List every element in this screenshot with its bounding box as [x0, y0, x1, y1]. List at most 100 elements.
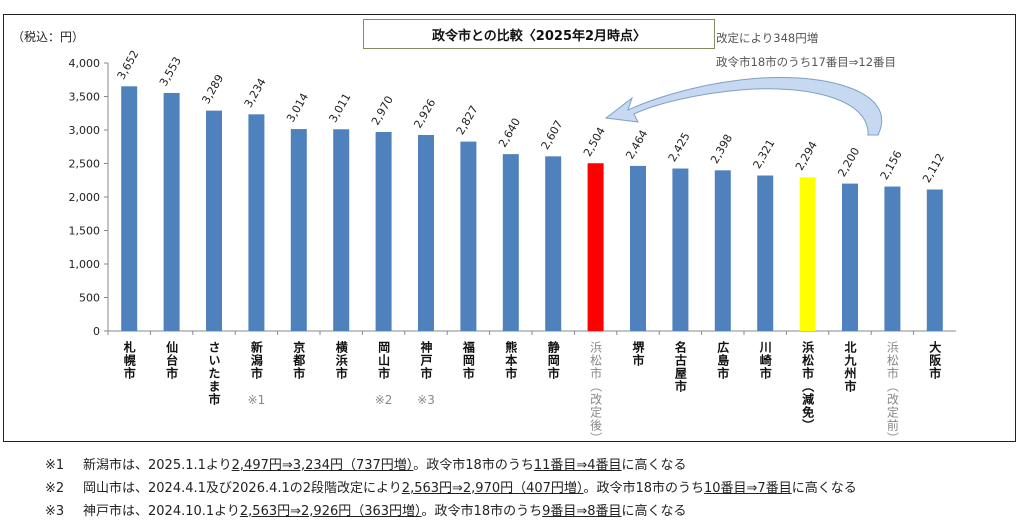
x-category-label: 仙台市: [164, 341, 179, 380]
y-tick-label: 3,000: [69, 124, 101, 137]
footnote-text: に高くなる: [791, 481, 857, 496]
data-label: 3,652: [115, 48, 142, 82]
bar: [418, 134, 434, 331]
bar: [375, 132, 392, 331]
data-label: 2,425: [666, 130, 693, 164]
bar: [714, 170, 731, 331]
footnote-marker: ※2: [374, 393, 393, 407]
x-category-label: さいたま市: [207, 341, 221, 406]
footnote-marker: ※1: [247, 393, 266, 407]
x-category-label: 横浜市: [334, 341, 349, 380]
data-label: 2,504: [581, 125, 608, 159]
footnote-text: に高くなる: [621, 504, 687, 519]
footnote-text: 2,563円⇒2,926円（363円増）: [239, 504, 422, 519]
y-axis-unit-label: （税込：円）: [12, 30, 85, 44]
x-category-label: 大阪市: [927, 341, 942, 380]
data-label: 3,014: [284, 91, 311, 125]
footnote-text: 神戸市は、2024.10.1より: [83, 504, 240, 519]
data-label: 2,970: [369, 94, 396, 128]
footnote-text: 2,497円⇒3,234円（737円増）: [231, 458, 414, 473]
bar: [799, 177, 816, 331]
data-label: 2,464: [623, 128, 650, 162]
data-label: 2,156: [878, 148, 905, 182]
y-tick-label: 1,000: [69, 258, 101, 271]
x-category-label: 岡山市: [376, 341, 391, 380]
y-tick-label: 3,500: [69, 91, 101, 104]
footnote: ※1 新潟市は、2025.1.1より2,497円⇒3,234円（737円増）。政令…: [45, 454, 687, 473]
footnote-text: 新潟市は、2025.1.1より: [83, 458, 232, 473]
footnote: ※2 岡山市は、2024.4.1及び2026.4.1の2段階改定により2,563円…: [45, 477, 857, 496]
x-category-label: 浜松市（改定前）: [885, 341, 900, 445]
bar: [121, 86, 138, 331]
footnote-text: 。政令市18市のうち: [421, 504, 543, 519]
data-label: 2,640: [496, 116, 523, 150]
bar: [630, 165, 646, 331]
bar: [502, 154, 519, 331]
bar: [290, 129, 307, 331]
footnote-text: 。政令市18市のうち: [583, 481, 704, 496]
data-label: 2,200: [835, 145, 862, 179]
y-tick-label: 2,000: [69, 191, 101, 204]
y-tick-label: 4,000: [69, 57, 101, 70]
x-category-label: 名古屋市: [673, 341, 688, 393]
bar: [672, 168, 689, 331]
data-label: 2,321: [751, 137, 778, 171]
bar: [206, 110, 222, 332]
annotation-rank: 政令市18市のうち17番目⇒12番目: [716, 55, 897, 69]
bar: [460, 141, 477, 331]
y-tick-label: 1,500: [69, 225, 101, 238]
data-label: 2,926: [411, 97, 438, 131]
bar: [587, 163, 604, 331]
data-label: 3,234: [242, 76, 269, 110]
x-category-label: 新潟市: [249, 341, 264, 380]
data-label: 2,294: [793, 139, 820, 173]
data-label: 3,553: [157, 55, 184, 89]
curved-arrow-icon: [604, 77, 883, 136]
bar: [248, 114, 265, 332]
footnote-text: 10番目⇒7番目: [703, 481, 792, 496]
footnote-text: 11番目⇒4番目: [533, 458, 622, 473]
y-tick-label: 500: [79, 292, 100, 305]
bar: [842, 183, 858, 331]
footnote: ※3 神戸市は、2024.10.1より2,563円⇒2,926円（363円増）。政…: [45, 500, 687, 519]
chart-title: 政令市との比較〈2025年2月時点〉: [363, 19, 715, 49]
data-label: 2,827: [454, 103, 481, 137]
bar: [926, 189, 943, 331]
footnote-text: 。政令市18市のうち: [413, 458, 534, 473]
footnote-marker: ※3: [417, 393, 435, 407]
data-label: 2,398: [708, 132, 735, 166]
data-label: 3,289: [199, 72, 226, 106]
data-label: 3,011: [327, 91, 354, 125]
x-category-label: 堺市: [631, 341, 645, 367]
x-category-label: 浜松市（改定後）: [588, 341, 603, 445]
x-category-label: 静岡市: [546, 341, 561, 380]
bar: [545, 156, 562, 331]
y-tick-label: 0: [93, 325, 100, 338]
footnote-mark: ※3: [45, 504, 65, 519]
x-category-label: 北九州市: [843, 341, 857, 393]
x-category-label: 札幌市: [122, 341, 137, 380]
bar: [757, 175, 774, 331]
x-category-label: 神戸市: [419, 341, 433, 380]
footnote-text: に高くなる: [621, 458, 687, 473]
bar: [163, 92, 180, 331]
footnote-text: 2,563円⇒2,970円（407円増）: [401, 481, 584, 496]
data-label: 2,607: [539, 118, 566, 152]
chart-frame: [3, 14, 1016, 442]
x-category-label: 熊本市: [503, 341, 518, 380]
x-category-label: 浜松市（減免）: [800, 341, 815, 432]
footnote-mark: ※1: [45, 458, 65, 473]
data-label: 2,112: [920, 151, 947, 185]
annotation-increase: 改定により348円増: [716, 31, 819, 45]
footnote-text: 9番目⇒8番目: [542, 504, 622, 519]
y-tick-label: 2,500: [69, 158, 101, 171]
x-category-label: 福岡市: [461, 341, 476, 380]
x-category-label: 広島市: [715, 341, 730, 380]
bar: [884, 186, 901, 331]
footnote-text: 岡山市は、2024.4.1及び2026.4.1の2段階改定により: [83, 481, 402, 496]
x-category-label: 川崎市: [758, 341, 773, 380]
bar: [333, 129, 350, 331]
footnote-mark: ※2: [45, 481, 65, 496]
x-category-label: 京都市: [291, 341, 306, 380]
